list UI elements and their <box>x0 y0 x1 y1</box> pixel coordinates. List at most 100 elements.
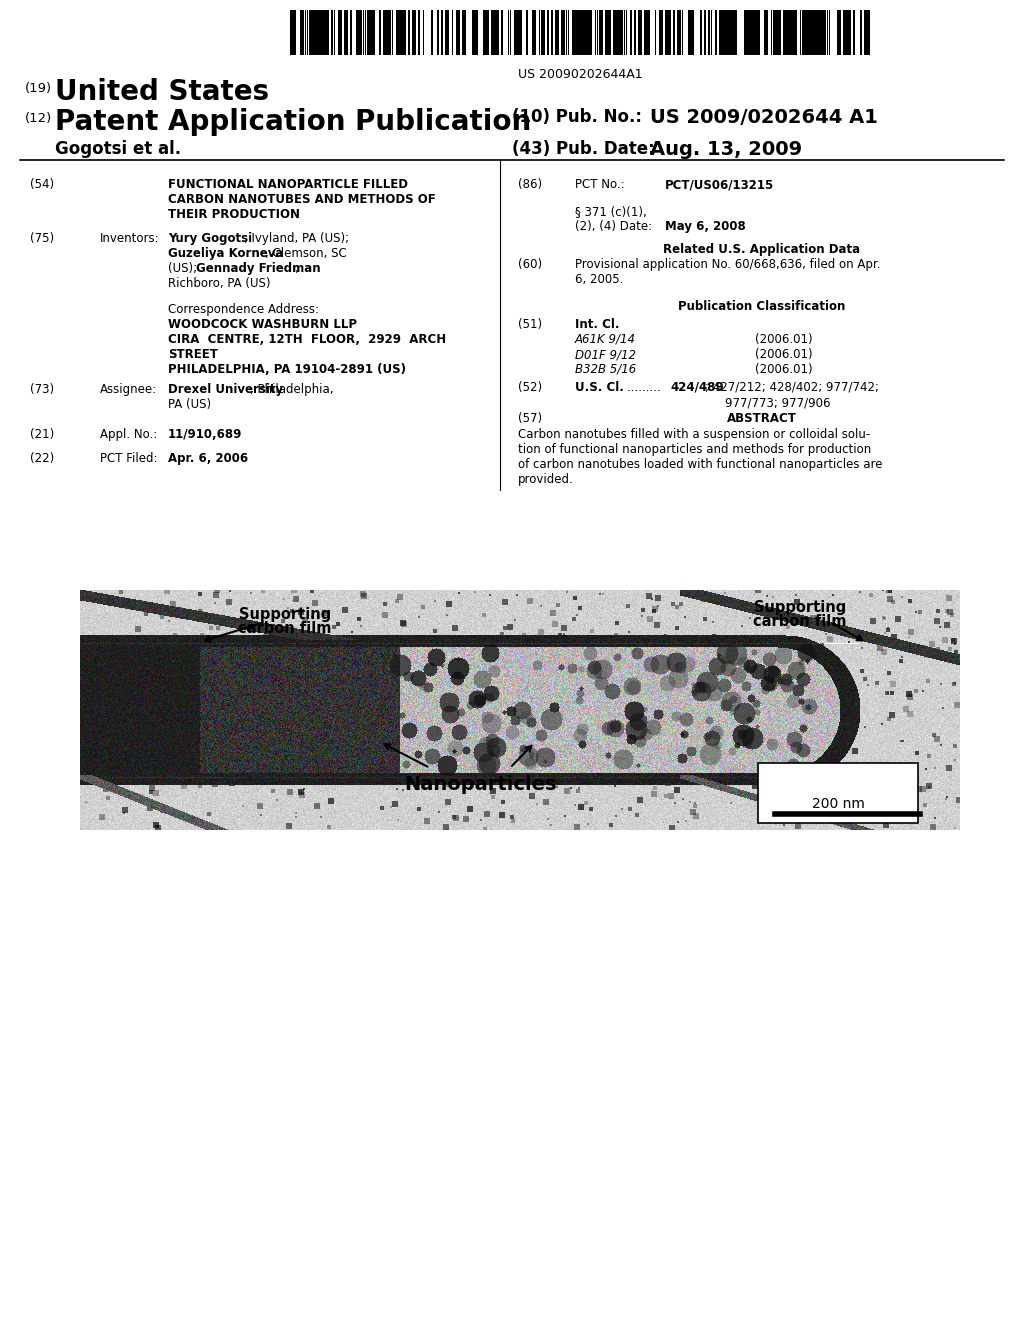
Bar <box>727 11 729 55</box>
Bar <box>745 11 748 55</box>
Bar <box>808 11 810 55</box>
Bar <box>539 11 541 55</box>
Text: (52): (52) <box>518 381 542 393</box>
Text: Appl. No.:: Appl. No.: <box>100 428 158 441</box>
Bar <box>360 11 362 55</box>
Bar <box>474 11 476 55</box>
Bar <box>526 11 528 55</box>
Text: THEIR PRODUCTION: THEIR PRODUCTION <box>168 209 300 220</box>
Bar <box>605 11 607 55</box>
Bar <box>818 11 820 55</box>
Text: (57): (57) <box>518 412 542 425</box>
Bar <box>508 11 509 55</box>
Text: (19): (19) <box>25 82 52 95</box>
Text: A61K 9/14: A61K 9/14 <box>575 333 636 346</box>
Text: PHILADELPHIA, PA 19104-2891 (US): PHILADELPHIA, PA 19104-2891 (US) <box>168 363 406 376</box>
Text: PCT Filed:: PCT Filed: <box>100 451 158 465</box>
Text: carbon film: carbon film <box>239 620 332 636</box>
Bar <box>561 11 563 55</box>
Bar <box>580 11 582 55</box>
Bar <box>314 11 316 55</box>
Text: (US);: (US); <box>168 261 201 275</box>
Bar <box>773 11 774 55</box>
Bar <box>403 11 406 55</box>
Bar <box>766 11 768 55</box>
Bar <box>567 11 569 55</box>
Bar <box>389 11 391 55</box>
Bar <box>290 11 292 55</box>
Text: Gogotsi et al.: Gogotsi et al. <box>55 140 181 158</box>
Bar <box>800 11 802 55</box>
Bar <box>294 11 296 55</box>
Bar <box>700 11 702 55</box>
Text: ; 427/212; 428/402; 977/742;: ; 427/212; 428/402; 977/742; <box>705 381 879 393</box>
Text: CARBON NANOTUBES AND METHODS OF: CARBON NANOTUBES AND METHODS OF <box>168 193 436 206</box>
Bar <box>502 11 503 55</box>
Text: ,: , <box>294 261 298 275</box>
Bar <box>654 11 656 55</box>
Bar <box>709 11 711 55</box>
Bar <box>493 11 495 55</box>
Bar <box>723 11 725 55</box>
Bar <box>379 11 381 55</box>
Bar <box>401 11 403 55</box>
Text: (10) Pub. No.:: (10) Pub. No.: <box>512 108 642 125</box>
Text: , Ivyland, PA (US);: , Ivyland, PA (US); <box>244 232 349 246</box>
Bar <box>324 11 325 55</box>
Bar <box>365 11 367 55</box>
Bar <box>758 11 760 55</box>
Bar <box>597 11 598 55</box>
Bar <box>385 11 387 55</box>
Bar <box>692 11 693 55</box>
Text: FUNCTIONAL NANOPARTICLE FILLED: FUNCTIONAL NANOPARTICLE FILLED <box>168 178 408 191</box>
Bar <box>541 11 543 55</box>
Bar <box>415 11 416 55</box>
Text: Correspondence Address:: Correspondence Address: <box>168 304 319 315</box>
Text: Provisional application No. 60/668,636, filed on Apr.: Provisional application No. 60/668,636, … <box>575 257 881 271</box>
Bar <box>409 11 410 55</box>
Bar <box>820 11 822 55</box>
Bar <box>340 11 342 55</box>
Bar <box>584 11 586 55</box>
Text: (2006.01): (2006.01) <box>755 333 813 346</box>
Text: ABSTRACT: ABSTRACT <box>727 412 797 425</box>
Bar <box>431 11 433 55</box>
Bar <box>752 11 754 55</box>
Bar <box>847 11 849 55</box>
Bar <box>665 11 667 55</box>
Bar <box>617 11 620 55</box>
Bar <box>622 11 624 55</box>
Bar <box>792 11 794 55</box>
Bar <box>680 11 681 55</box>
Bar <box>802 11 804 55</box>
Bar <box>304 11 306 55</box>
Bar <box>721 11 723 55</box>
Bar <box>575 11 578 55</box>
Bar <box>644 11 646 55</box>
Bar <box>711 11 713 55</box>
Bar <box>849 11 851 55</box>
Bar <box>660 11 663 55</box>
Text: (75): (75) <box>30 232 54 246</box>
Bar <box>743 11 745 55</box>
Bar <box>638 11 640 55</box>
Text: B32B 5/16: B32B 5/16 <box>575 363 636 376</box>
Bar <box>814 11 816 55</box>
Bar <box>748 11 750 55</box>
Bar <box>646 11 648 55</box>
Text: Gennady Friedman: Gennady Friedman <box>196 261 321 275</box>
Text: Drexel University: Drexel University <box>168 383 283 396</box>
Bar <box>812 11 814 55</box>
Bar <box>306 11 308 55</box>
Bar <box>367 11 369 55</box>
Bar <box>319 11 321 55</box>
Text: tion of functional nanoparticles and methods for production: tion of functional nanoparticles and met… <box>518 444 871 455</box>
Text: Supporting: Supporting <box>239 607 331 622</box>
Text: Carbon nanotubes filled with a suspension or colloidal solu-: Carbon nanotubes filled with a suspensio… <box>518 428 870 441</box>
Bar <box>571 11 573 55</box>
Bar <box>658 11 660 55</box>
Bar <box>756 11 758 55</box>
Bar <box>837 11 839 55</box>
Bar <box>673 11 675 55</box>
Text: (12): (12) <box>25 112 52 125</box>
